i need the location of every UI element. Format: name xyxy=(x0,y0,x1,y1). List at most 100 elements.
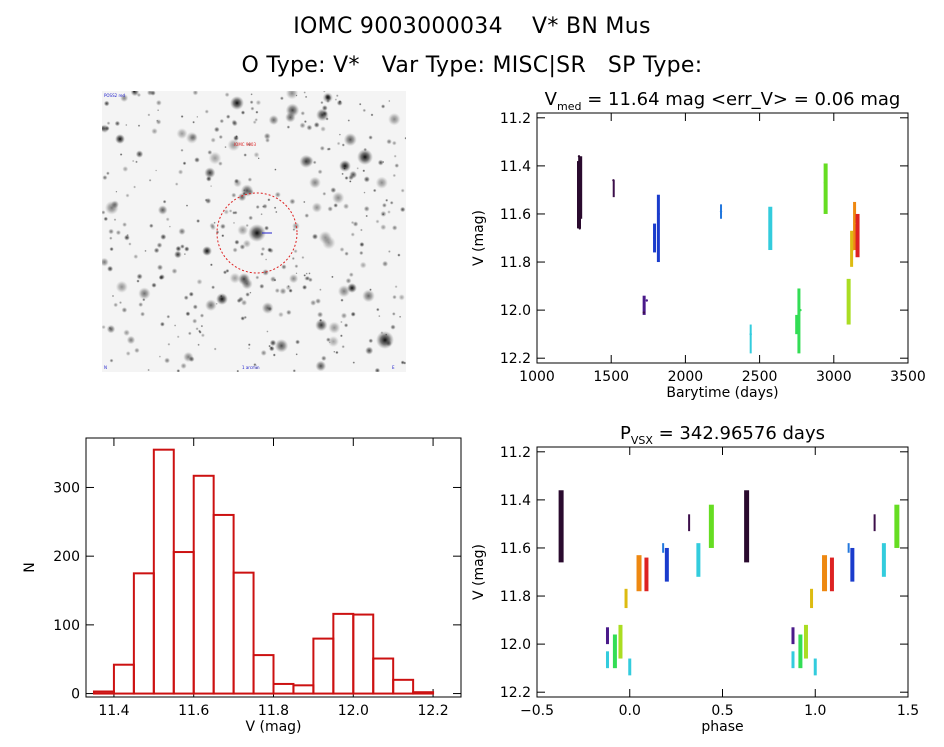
star xyxy=(115,280,128,293)
histogram-xlabel: V (mag) xyxy=(245,719,301,735)
lightcurve-data-point xyxy=(612,179,615,182)
star xyxy=(167,342,171,346)
lightcurve-ytick-label: 11.4 xyxy=(500,159,531,175)
star xyxy=(184,246,190,252)
star xyxy=(198,329,201,333)
star xyxy=(387,210,391,214)
star xyxy=(289,198,296,205)
sky-label-target: IOMC 9003 xyxy=(234,142,256,147)
star xyxy=(234,239,240,245)
star xyxy=(236,298,242,304)
star xyxy=(264,225,270,231)
star xyxy=(144,249,147,253)
star xyxy=(274,288,280,294)
star xyxy=(156,242,163,249)
histogram-frame xyxy=(85,437,462,698)
star xyxy=(262,269,269,276)
star xyxy=(260,246,266,252)
bright-star xyxy=(216,293,228,305)
star xyxy=(240,110,246,115)
histogram-bar xyxy=(272,682,295,695)
star xyxy=(135,150,144,158)
star xyxy=(205,175,212,182)
lightcurve-data-point xyxy=(579,193,582,196)
phased-data-strip xyxy=(618,624,623,659)
histogram-xtick-label: 12.0 xyxy=(338,703,369,719)
star xyxy=(306,124,313,131)
star xyxy=(218,134,223,140)
phased-xtick-label: 1.5 xyxy=(897,703,919,719)
histogram-ylabel: N xyxy=(22,562,38,572)
star xyxy=(233,210,238,215)
star xyxy=(322,91,326,93)
lightcurve-data-point xyxy=(847,299,850,302)
star xyxy=(224,92,230,98)
lightcurve-data-strip xyxy=(720,204,723,219)
star xyxy=(339,247,345,252)
lightcurve-data-strip xyxy=(749,324,752,354)
star xyxy=(135,160,138,164)
star xyxy=(221,234,225,238)
star xyxy=(344,176,349,180)
star xyxy=(192,91,199,96)
star xyxy=(302,284,308,290)
star xyxy=(174,250,182,259)
star xyxy=(339,334,343,338)
lightcurve-data-strip xyxy=(797,288,801,354)
star xyxy=(341,143,345,147)
star xyxy=(325,337,331,343)
star xyxy=(317,311,324,318)
star xyxy=(365,346,374,355)
phased-data-strip xyxy=(810,588,814,609)
star xyxy=(106,171,110,176)
star xyxy=(267,247,273,253)
star xyxy=(192,304,198,310)
star xyxy=(187,331,192,336)
star xyxy=(107,265,114,272)
phased-data-strip xyxy=(664,547,669,582)
star xyxy=(386,138,392,145)
star xyxy=(378,314,381,318)
star xyxy=(300,111,306,116)
star xyxy=(260,213,263,216)
star xyxy=(303,120,307,124)
star xyxy=(250,93,253,96)
star xyxy=(331,275,334,279)
star xyxy=(171,268,178,275)
star xyxy=(102,175,108,181)
star xyxy=(183,295,189,301)
histogram-bar xyxy=(332,612,355,695)
bright-star xyxy=(230,96,244,110)
star xyxy=(380,224,387,231)
star xyxy=(263,132,271,140)
star xyxy=(247,347,251,350)
phased-data-strip xyxy=(873,514,876,532)
star xyxy=(368,338,374,344)
star xyxy=(125,351,131,356)
star xyxy=(304,95,308,99)
star xyxy=(220,223,226,230)
star xyxy=(372,188,377,193)
star xyxy=(102,257,109,267)
bright-star xyxy=(115,134,125,144)
histogram-bar xyxy=(292,684,315,695)
star xyxy=(356,167,359,170)
star xyxy=(315,298,322,305)
star xyxy=(259,283,265,289)
star xyxy=(326,99,330,104)
star xyxy=(106,324,116,334)
star xyxy=(398,294,405,301)
star xyxy=(399,206,406,213)
lightcurve-xtick-label: 3000 xyxy=(816,369,852,385)
star xyxy=(255,275,260,280)
histogram-bar xyxy=(172,551,195,695)
lightcurve-data-strip xyxy=(795,314,799,335)
star xyxy=(344,251,349,256)
star xyxy=(160,233,167,240)
star xyxy=(279,287,287,295)
star xyxy=(183,351,194,363)
phased-data-strip xyxy=(558,490,564,563)
star xyxy=(270,346,273,349)
star xyxy=(301,255,305,260)
star xyxy=(166,314,171,319)
